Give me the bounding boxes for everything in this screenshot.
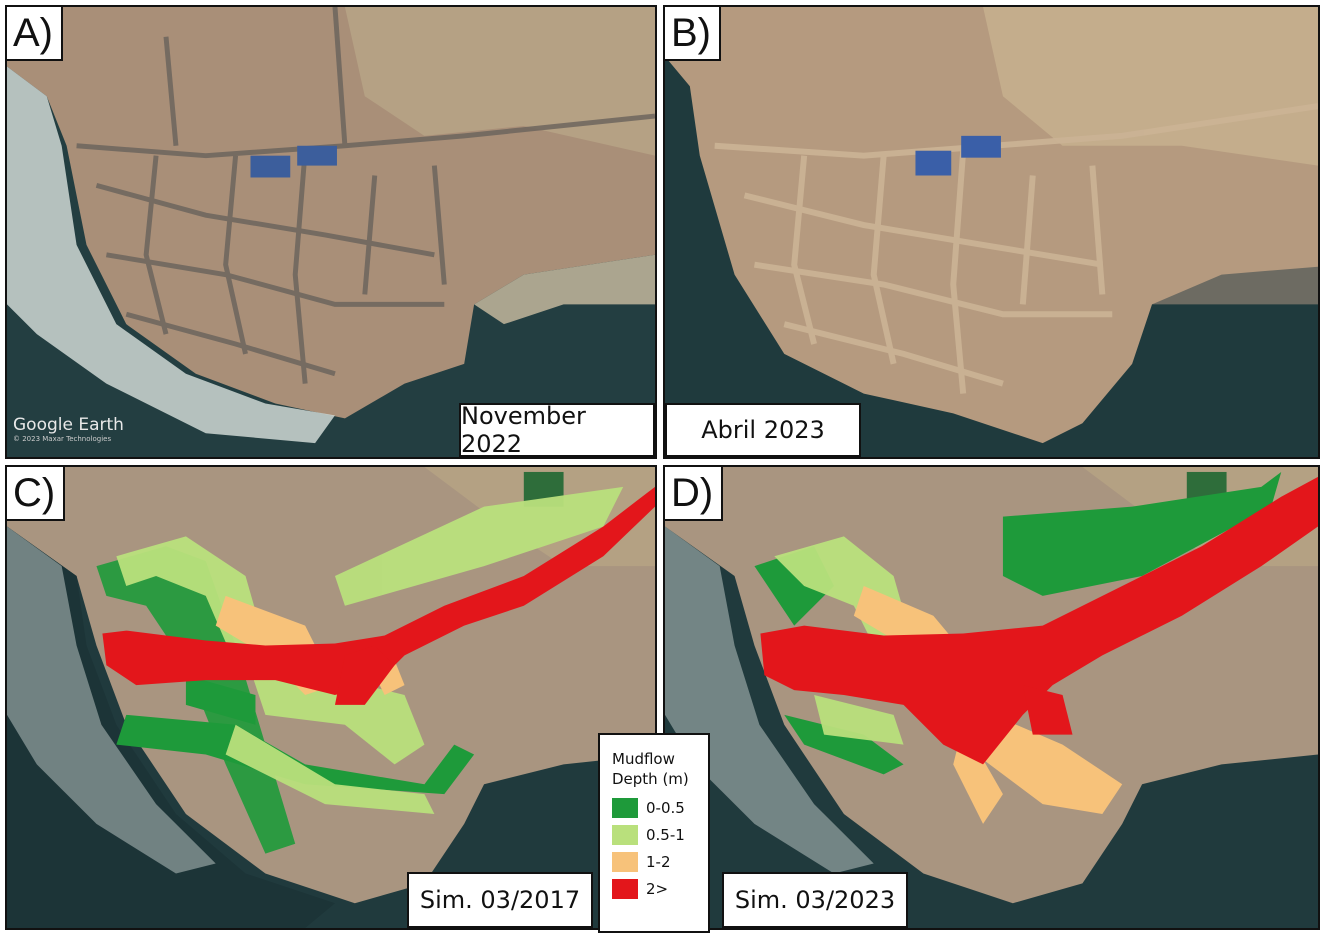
legend-label: 2> [646, 880, 669, 898]
google-earth-watermark: Google Earth © 2023 Maxar Technologies [13, 415, 124, 443]
legend-item: 0.5-1 [612, 825, 708, 845]
legend-item: 0-0.5 [612, 798, 708, 818]
legend-title: Mudflow Depth (m) [612, 750, 689, 788]
legend-label: 1-2 [646, 853, 671, 871]
legend-swatch [612, 798, 638, 818]
legend-swatch [612, 852, 638, 872]
legend-label: 0.5-1 [646, 826, 685, 844]
panel-d: D) Sim. 03/2023 [663, 465, 1320, 930]
legend-swatch [612, 879, 638, 899]
legend-swatch [612, 825, 638, 845]
panel-d-date-label: Sim. 03/2023 [722, 872, 908, 928]
panel-a: A) Google Earth © 2023 Maxar Technologie… [5, 5, 657, 459]
panel-b-letter: B) [665, 7, 721, 61]
panel-c-letter: C) [7, 467, 66, 521]
panel-a-letter: A) [7, 7, 63, 61]
panel-a-date-label: November 2022 [459, 402, 655, 457]
legend: Mudflow Depth (m) 0-0.5 0.5-1 1-2 2> [598, 733, 710, 933]
panel-d-letter: D) [665, 467, 724, 521]
panel-b-date-label: Abril 2023 [665, 403, 861, 457]
satellite-map-b [665, 7, 1318, 457]
satellite-map-a [7, 7, 655, 457]
panel-b: B) Abril 2023 [663, 5, 1320, 459]
legend-label: 0-0.5 [646, 799, 685, 817]
panel-c-date-label: Sim. 03/2017 [407, 872, 593, 928]
simulation-map-c [7, 467, 655, 928]
panel-c: C) Sim. 03/2017 [5, 465, 657, 930]
legend-item: 1-2 [612, 852, 708, 872]
legend-item: 2> [612, 879, 708, 899]
simulation-map-d [665, 467, 1318, 928]
